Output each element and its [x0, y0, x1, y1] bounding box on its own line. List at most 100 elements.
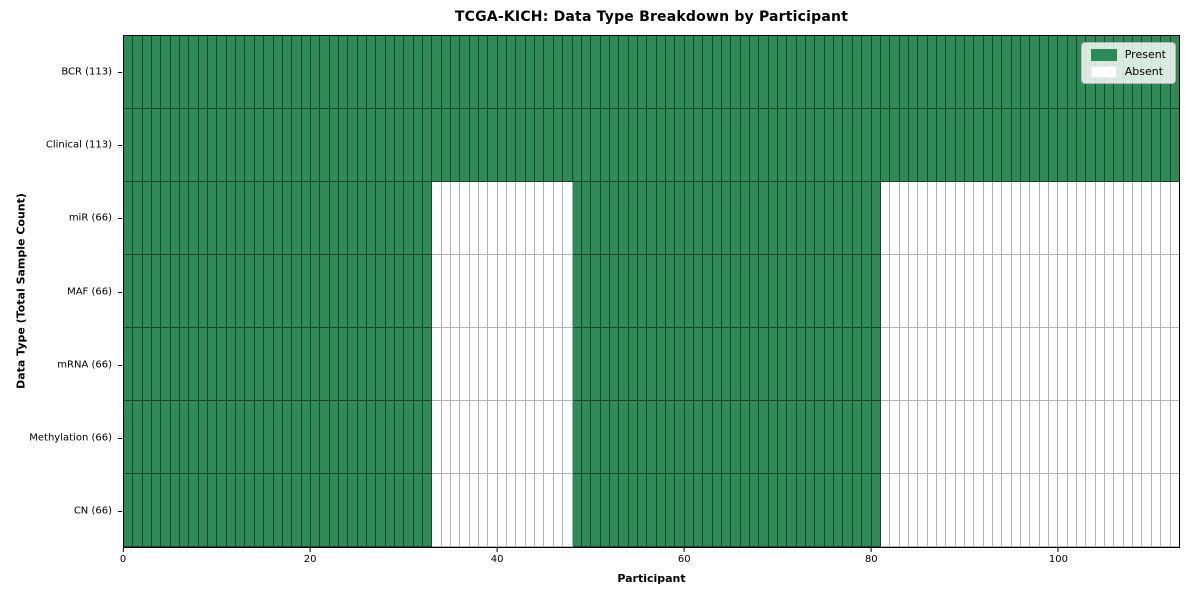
- heatmap-cell: [301, 255, 311, 328]
- heatmap-cell: [404, 36, 414, 109]
- heatmap-cell: [572, 255, 582, 328]
- heatmap-cell: [124, 182, 134, 255]
- heatmap-cell: [647, 109, 657, 182]
- heatmap-cell: [964, 401, 975, 474]
- heatmap-cell: [525, 255, 536, 328]
- heatmap-cell: [497, 401, 508, 474]
- heatmap-cell: [908, 36, 919, 109]
- heatmap-cell: [152, 328, 162, 401]
- heatmap-cell: [1067, 328, 1078, 401]
- heatmap-cell: [1170, 328, 1179, 401]
- heatmap-cell: [974, 36, 984, 109]
- heatmap-cell: [862, 474, 872, 547]
- heatmap-cell: [525, 401, 536, 474]
- heatmap-cell: [404, 474, 414, 547]
- heatmap-cell: [385, 109, 395, 182]
- heatmap-cell: [964, 36, 975, 109]
- heatmap-cell: [1011, 109, 1021, 182]
- heatmap-cell: [217, 328, 227, 401]
- heatmap-cell: [1142, 401, 1152, 474]
- heatmap-cell: [1067, 401, 1078, 474]
- heatmap-cell: [142, 255, 153, 328]
- heatmap-cell: [1123, 401, 1134, 474]
- heatmap-cell: [834, 182, 844, 255]
- heatmap-cell: [198, 401, 209, 474]
- y-tick-label: Clinical (113): [45, 139, 112, 151]
- heatmap-cell: [880, 109, 891, 182]
- heatmap-cell: [1095, 474, 1106, 547]
- heatmap-cell: [1058, 182, 1068, 255]
- heatmap-cell: [600, 255, 610, 328]
- heatmap-cell: [254, 109, 265, 182]
- heatmap-cell: [236, 401, 246, 474]
- heatmap-cell: [516, 109, 526, 182]
- x-tick-label: 20: [303, 554, 317, 565]
- heatmap-cell: [1021, 182, 1031, 255]
- heatmap-cell: [628, 255, 638, 328]
- heatmap-cell: [946, 255, 956, 328]
- heatmap-cell: [1049, 401, 1059, 474]
- heatmap-cell: [133, 474, 143, 547]
- heatmap-cell: [871, 109, 881, 182]
- heatmap-cell: [964, 182, 975, 255]
- heatmap-cell: [497, 109, 508, 182]
- heatmap-cell: [609, 255, 620, 328]
- heatmap-cell: [432, 182, 442, 255]
- heatmap-cell: [880, 401, 891, 474]
- heatmap-cell: [750, 36, 760, 109]
- heatmap-cell: [553, 328, 564, 401]
- heatmap-cell: [376, 182, 386, 255]
- heatmap-cell: [320, 36, 330, 109]
- heatmap-cell: [432, 255, 442, 328]
- heatmap-cell: [124, 109, 134, 182]
- heatmap-cell: [329, 255, 339, 328]
- y-tick-mark: [118, 511, 122, 513]
- heatmap-cell: [376, 109, 386, 182]
- heatmap-cell: [1077, 401, 1087, 474]
- heatmap-cell: [1161, 328, 1171, 401]
- heatmap-cell: [544, 36, 554, 109]
- y-tick-mark: [118, 71, 122, 73]
- heatmap-cell: [628, 109, 638, 182]
- heatmap-cell: [217, 109, 227, 182]
- heatmap-cell: [1114, 328, 1124, 401]
- heatmap-cell: [628, 401, 638, 474]
- x-tick: 100: [1049, 548, 1068, 565]
- heatmap-cell: [310, 182, 321, 255]
- heatmap-cell: [572, 474, 582, 547]
- heatmap-cell: [535, 328, 545, 401]
- heatmap-cell: [488, 474, 498, 547]
- heatmap-cell: [563, 109, 573, 182]
- x-tick-label: 80: [864, 554, 878, 565]
- heatmap-cell: [516, 474, 526, 547]
- heatmap-cell: [469, 182, 480, 255]
- heatmap-cell: [394, 36, 405, 109]
- heatmap-cell: [217, 474, 227, 547]
- heatmap-cell: [824, 401, 835, 474]
- heatmap-cell: [357, 255, 367, 328]
- heatmap-cell: [1002, 109, 1012, 182]
- heatmap-cell: [404, 182, 414, 255]
- heatmap-cell: [413, 328, 423, 401]
- heatmap-cell: [525, 328, 536, 401]
- heatmap-cell: [170, 182, 181, 255]
- heatmap-cell: [310, 36, 321, 109]
- heatmap-cell: [1030, 255, 1040, 328]
- heatmap-cell: [806, 255, 816, 328]
- heatmap-cell: [394, 109, 405, 182]
- heatmap-cell: [366, 328, 377, 401]
- heatmap-cell: [824, 328, 835, 401]
- heatmap-cell: [750, 474, 760, 547]
- heatmap-cell: [637, 182, 648, 255]
- heatmap-cell: [740, 182, 751, 255]
- heatmap-cell: [479, 474, 489, 547]
- heatmap-cell: [955, 182, 965, 255]
- heatmap-cell: [553, 109, 564, 182]
- heatmap-cell: [647, 401, 657, 474]
- heatmap-cell: [1095, 109, 1106, 182]
- heatmap-cell: [693, 109, 704, 182]
- heatmap-cell: [684, 401, 694, 474]
- heatmap-cell: [329, 401, 339, 474]
- heatmap-cell: [815, 36, 825, 109]
- heatmap-cell: [675, 255, 685, 328]
